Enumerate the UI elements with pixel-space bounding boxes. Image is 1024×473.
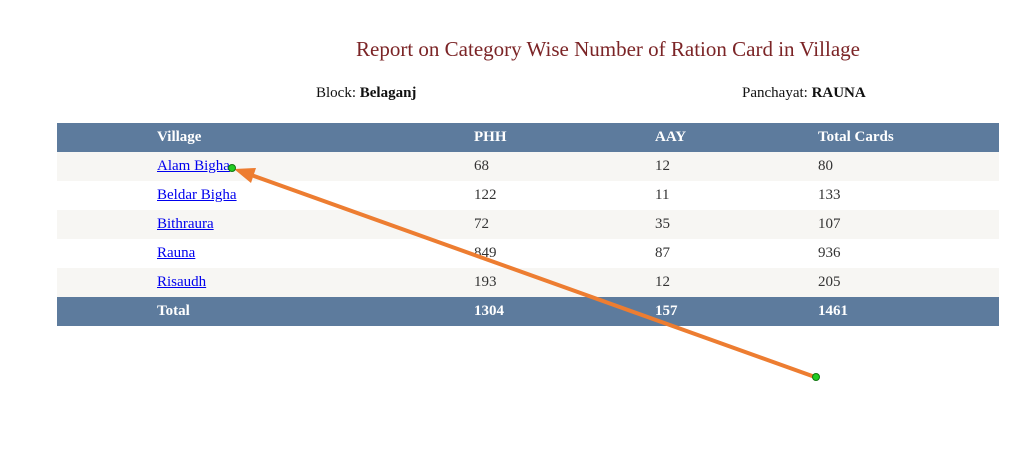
column-header-phh: PHH <box>474 123 655 152</box>
block-label: Block: <box>316 85 360 101</box>
grand-total-cell: 1461 <box>818 297 999 326</box>
total-phh-cell: 1304 <box>474 297 655 326</box>
table-footer-row: Total 1304 157 1461 <box>57 297 999 326</box>
village-link[interactable]: Beldar Bigha <box>157 187 237 203</box>
phh-cell: 72 <box>474 210 655 239</box>
village-cell: Alam Bigha <box>57 152 474 181</box>
panchayat-label: Panchayat: <box>742 85 812 101</box>
total-label-cell: Total <box>57 297 474 326</box>
report-title: Report on Category Wise Number of Ration… <box>356 37 860 61</box>
village-link[interactable]: Alam Bigha <box>157 158 230 174</box>
village-link[interactable]: Bithraura <box>157 216 214 232</box>
village-cell: Beldar Bigha <box>57 181 474 210</box>
village-link[interactable]: Rauna <box>157 245 196 261</box>
total-cards-cell: 936 <box>818 239 999 268</box>
total-cards-cell: 133 <box>818 181 999 210</box>
annotation-start-dot <box>812 373 820 381</box>
table-row: Beldar Bigha 122 11 133 <box>57 181 999 210</box>
aay-cell: 12 <box>655 152 818 181</box>
ration-card-table-container: Village PHH AAY Total Cards Alam Bigha 6… <box>57 123 999 326</box>
phh-cell: 193 <box>474 268 655 297</box>
table-row: Rauna 849 87 936 <box>57 239 999 268</box>
column-header-aay: AAY <box>655 123 818 152</box>
aay-cell: 35 <box>655 210 818 239</box>
panchayat-info: Panchayat: RAUNA <box>742 85 866 102</box>
total-cards-cell: 80 <box>818 152 999 181</box>
phh-cell: 122 <box>474 181 655 210</box>
ration-card-table: Village PHH AAY Total Cards Alam Bigha 6… <box>57 123 999 326</box>
column-header-village: Village <box>57 123 474 152</box>
total-cards-cell: 107 <box>818 210 999 239</box>
village-cell: Rauna <box>57 239 474 268</box>
village-cell: Bithraura <box>57 210 474 239</box>
table-row: Bithraura 72 35 107 <box>57 210 999 239</box>
aay-cell: 87 <box>655 239 818 268</box>
aay-cell: 11 <box>655 181 818 210</box>
table-row: Risaudh 193 12 205 <box>57 268 999 297</box>
total-aay-cell: 157 <box>655 297 818 326</box>
table-header-row: Village PHH AAY Total Cards <box>57 123 999 152</box>
block-info: Block: Belaganj <box>316 85 416 102</box>
village-cell: Risaudh <box>57 268 474 297</box>
panchayat-value: RAUNA <box>811 85 866 101</box>
phh-cell: 68 <box>474 152 655 181</box>
total-cards-cell: 205 <box>818 268 999 297</box>
aay-cell: 12 <box>655 268 818 297</box>
column-header-total-cards: Total Cards <box>818 123 999 152</box>
village-link[interactable]: Risaudh <box>157 274 207 290</box>
table-row: Alam Bigha 68 12 80 <box>57 152 999 181</box>
block-value: Belaganj <box>359 85 417 101</box>
phh-cell: 849 <box>474 239 655 268</box>
